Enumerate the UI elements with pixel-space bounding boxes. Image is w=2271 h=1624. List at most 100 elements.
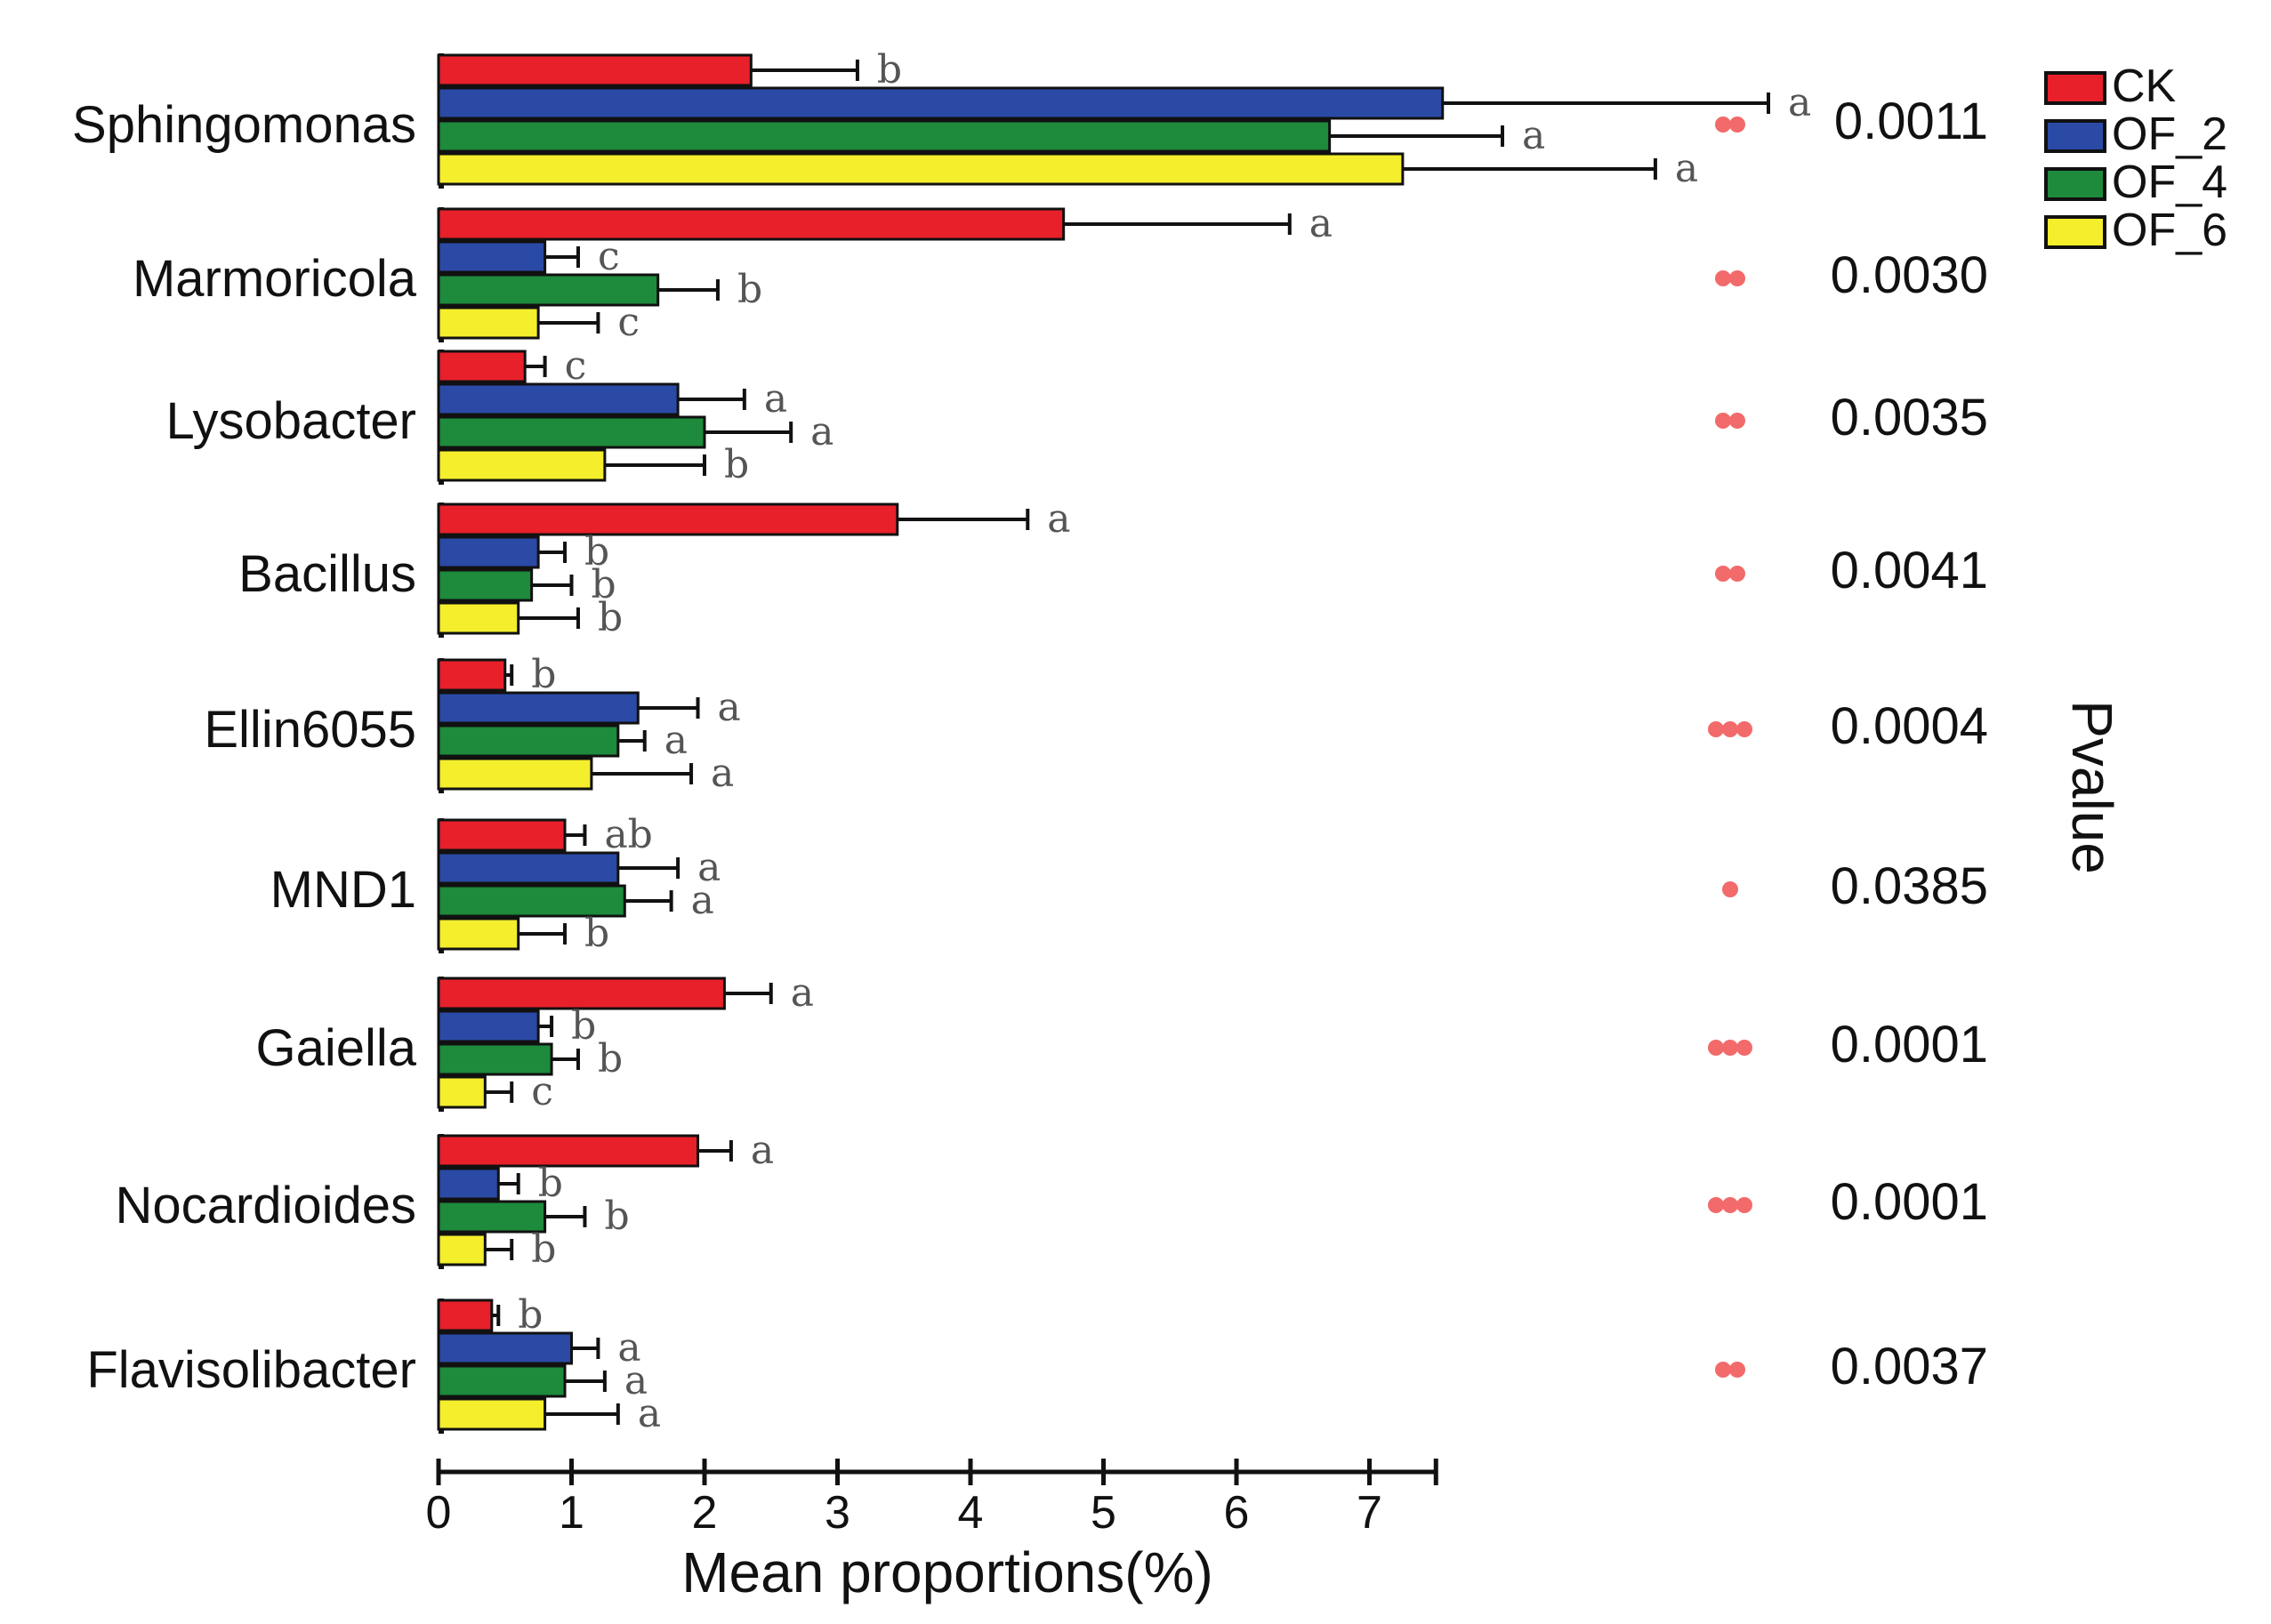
pvalue-label: 0.0001 [1831,1173,1988,1231]
x-tick-label: 7 [1357,1487,1382,1539]
bar-of_2 [437,382,680,416]
bar-of_6 [437,601,520,635]
significance-dot [1736,721,1752,737]
bar-of_4 [437,1364,567,1398]
significance-letter: a [810,409,834,454]
significance-letter: b [592,562,616,607]
bar-of_2 [437,1167,500,1201]
x-tick-label: 3 [825,1487,850,1539]
bar-ck [437,53,753,87]
significance-letter: a [1522,113,1545,158]
bar-of_6 [437,448,607,482]
significance-letter: b [531,1226,556,1272]
bar-ck [437,818,567,852]
pvalue-label: 0.0385 [1831,857,1988,915]
bar-of_4 [437,1200,547,1234]
significance-letter: b [877,47,902,92]
significance-dot [1715,1362,1731,1378]
significance-dot [1708,1040,1724,1056]
bar-of_2 [437,691,640,725]
bar-ck [437,658,507,692]
significance-dot [1729,117,1745,133]
legend-label-of_2: OF_2 [2112,109,2227,160]
significance-dot [1736,1040,1752,1056]
significance-letter: a [1675,146,1698,191]
legend-label-of_4: OF_4 [2112,157,2227,208]
significance-letter: b [604,1194,629,1239]
x-tick-label: 1 [559,1487,584,1539]
legend-swatch-of_2 [2044,119,2106,153]
bar-group-sphingomonas: Sphingomonas b a a a [72,47,1811,191]
significance-letter: a [751,1128,774,1173]
significance-dot [1722,1197,1738,1213]
significance-letter: b [598,1036,623,1081]
pvalue-label: 0.0011 [1834,92,1988,150]
bar-ck [437,1134,700,1168]
bar-of_4 [437,568,534,602]
significance-dot [1715,413,1731,429]
bar-of_4 [437,119,1332,153]
bar-ck [437,1298,494,1332]
significance-letter: b [724,442,749,487]
bar-group-flavisolibacter: Flavisolibacter b aaa [86,1292,661,1436]
bar-ck [437,502,899,536]
x-tick-label: 2 [692,1487,718,1539]
significance-dot [1722,881,1738,897]
bar-of_2 [437,535,540,569]
bar-of_2 [437,851,620,885]
significance-dot [1715,117,1731,133]
category-label: Marmoricola [133,250,417,308]
significance-dot [1722,1040,1738,1056]
bar-of_4 [437,1042,553,1076]
bar-of_4 [437,884,626,918]
significance-letter: a [664,718,688,763]
bar-of_2 [437,86,1445,120]
pvalue-label: 0.0004 [1831,697,1988,755]
significance-letter: a [711,751,734,796]
significance-dot [1715,566,1731,582]
legend-swatch-of_6 [2044,215,2106,249]
significance-dot [1708,1197,1724,1213]
significance-letter: a [697,845,721,890]
bar-group-ellin6055: Ellin6055 b aaa [204,652,740,796]
significance-letter: ab [604,812,652,857]
bar-ck [437,207,1066,241]
legend-swatch-ck [2044,71,2106,105]
significance-letter: b [518,1292,543,1338]
significance-letter: b [584,529,609,575]
significance-letter: a [1788,80,1811,125]
bar-group-marmoricola: Marmoricola a c b c [133,201,1333,345]
significance-letter: a [1047,496,1070,542]
pvalue-label: 0.0041 [1831,542,1988,599]
significance-letter: a [617,1325,640,1371]
pvalue-label: 0.0037 [1831,1338,1988,1395]
significance-dot [1729,270,1745,286]
bar-of_2 [437,240,547,274]
legend-swatch-of_4 [2044,167,2106,201]
bar-of_4 [437,273,660,307]
bar-group-bacillus: Bacillus a bbb [238,496,1070,640]
significance-dot [1722,721,1738,737]
bar-of_6 [437,757,593,791]
significance-letter: b [531,652,556,697]
category-label: Flavisolibacter [86,1341,416,1399]
pvalue-axis-title: Pvalue [2060,700,2124,874]
category-label: Lysobacter [165,392,416,450]
bar-of_4 [437,724,620,758]
significance-letter: c [617,300,640,345]
significance-letter: a [691,878,714,923]
significance-dot [1729,413,1745,429]
bar-of_6 [437,917,520,951]
bar-of_6 [437,1233,487,1266]
bar-of_6 [437,152,1405,186]
bar-ck [437,977,726,1010]
bar-of_6 [437,1397,547,1431]
significance-letter: a [1309,201,1333,246]
bar-of_2 [437,1009,540,1043]
significance-letter: b [571,1003,596,1049]
significance-letter: b [584,911,609,956]
